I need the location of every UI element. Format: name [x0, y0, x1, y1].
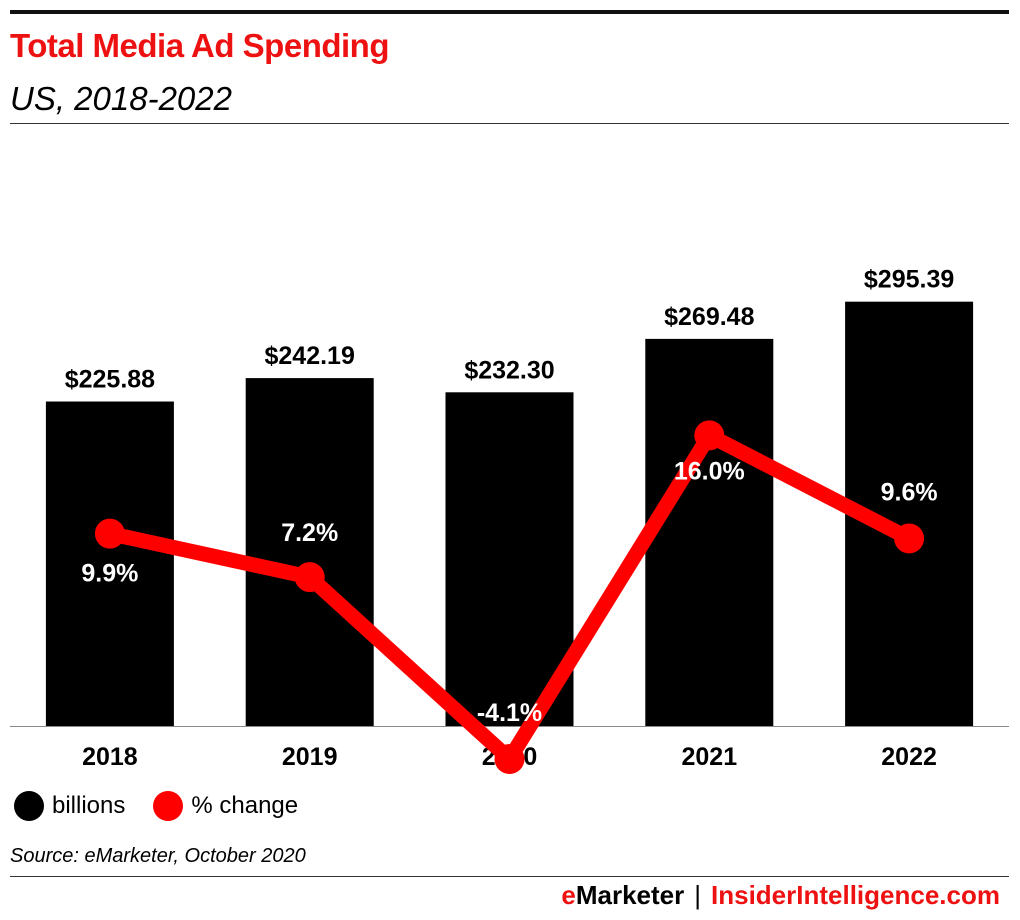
- point-label-2022: 9.6%: [881, 478, 938, 506]
- brand-insider-intelligence: InsiderIntelligence.com: [711, 880, 1000, 910]
- point-change-2022: [894, 523, 925, 554]
- bar-label-2018: $225.88: [65, 366, 155, 394]
- x-tick-2019: 2019: [282, 743, 338, 771]
- legend-label-billions: billions: [52, 792, 126, 819]
- legend-swatch-change: [153, 791, 184, 821]
- source-note: Source: eMarketer, October 2020: [10, 845, 306, 867]
- bar-2020: [445, 392, 574, 726]
- point-change-2019: [294, 562, 325, 593]
- brand-separator: |: [694, 880, 702, 910]
- chart-title: Total Media Ad Spending: [10, 27, 390, 64]
- bar-label-2020: $232.30: [464, 356, 554, 384]
- bar-2019: [245, 378, 374, 726]
- legend-item-billions: billions: [14, 791, 125, 821]
- top-rule: [10, 10, 1009, 14]
- bar-2018: [45, 401, 174, 726]
- brand-emarketer: Marketer: [575, 880, 685, 910]
- point-change-2018: [94, 518, 125, 549]
- point-label-2019: 7.2%: [281, 519, 338, 547]
- subtitle-rule: [10, 123, 1009, 124]
- x-tick-2021: 2021: [681, 743, 737, 771]
- point-change-2021: [694, 420, 725, 451]
- point-change-2020: [494, 744, 525, 775]
- bar-label-2021: $269.48: [664, 303, 754, 331]
- legend-item-change: % change: [153, 791, 298, 821]
- footer-brand: eMarketer | InsiderIntelligence.com: [561, 880, 1000, 911]
- bottom-rule: [10, 876, 1009, 877]
- brand-e: e: [561, 880, 576, 910]
- legend-label-change: % change: [191, 792, 299, 819]
- point-label-2020: -4.1%: [477, 699, 542, 727]
- point-label-2018: 9.9%: [81, 560, 138, 588]
- x-tick-2022: 2022: [881, 743, 937, 771]
- chart-subtitle: US, 2018-2022: [10, 80, 232, 117]
- x-tick-2018: 2018: [82, 743, 138, 771]
- chart-area: $225.88 $242.19 $232.30 $269.48 $295.39 2018 2…: [10, 266, 1009, 775]
- point-label-2021: 16.0%: [674, 457, 745, 485]
- bar-label-2019: $242.19: [265, 342, 355, 370]
- bar-2021: [645, 338, 774, 726]
- bar-label-2022: $295.39: [864, 266, 954, 294]
- legend-swatch-billions: [14, 791, 44, 821]
- legend: billions % change: [14, 791, 326, 821]
